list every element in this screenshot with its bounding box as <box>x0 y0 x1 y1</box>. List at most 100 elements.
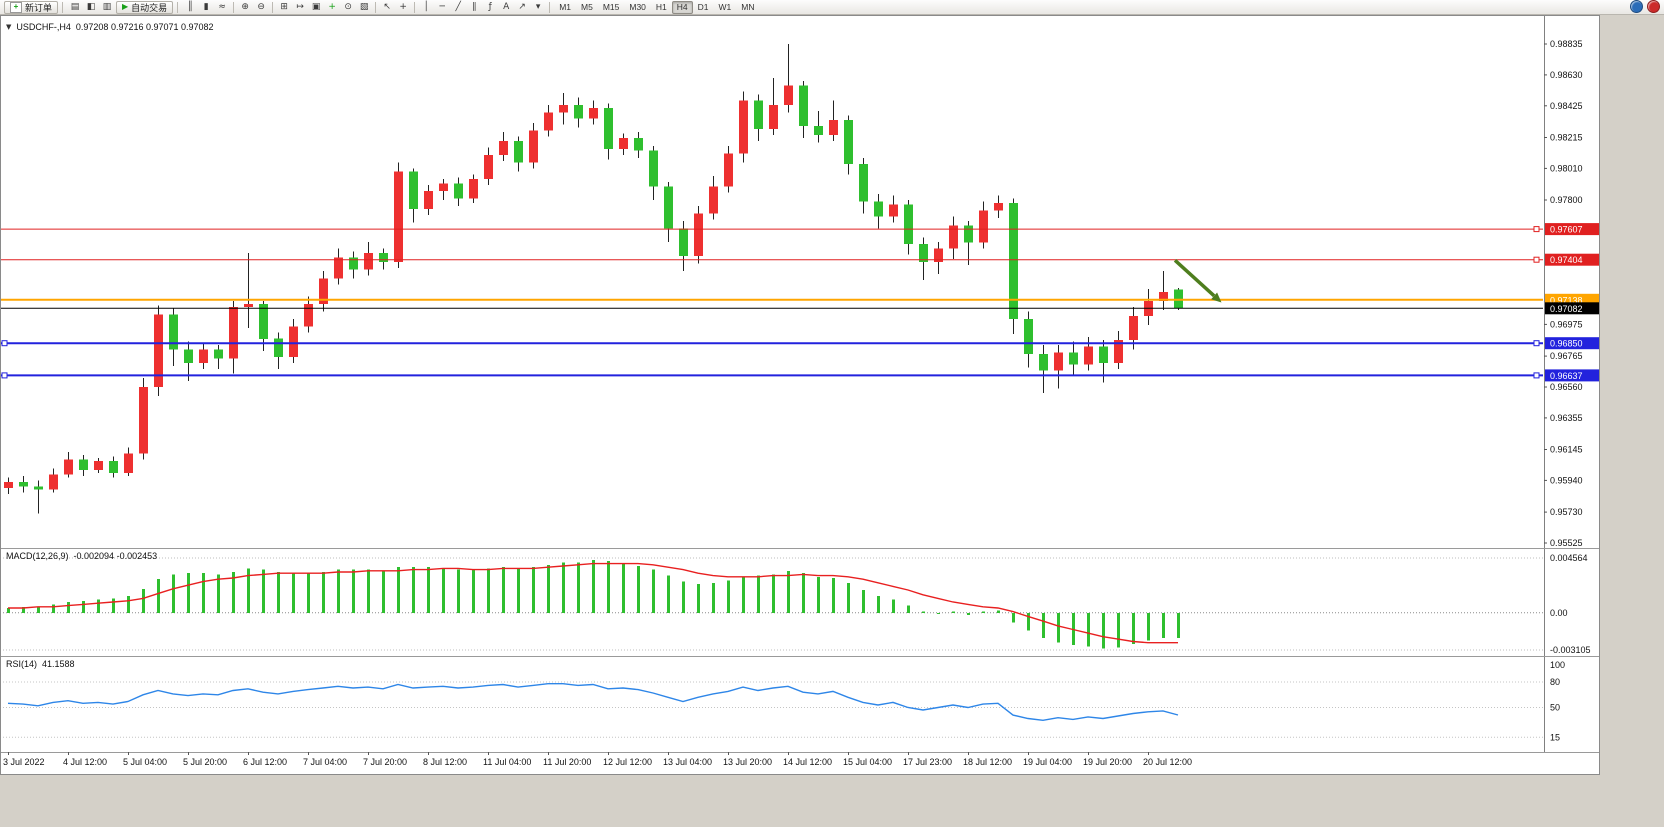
bear-candle <box>679 228 688 256</box>
timeframe-M1[interactable]: M1 <box>554 1 576 14</box>
timeframe-M5[interactable]: M5 <box>576 1 598 14</box>
price-tag-label: 0.97607 <box>1550 225 1583 235</box>
line-handle[interactable] <box>1 372 8 379</box>
cursor-icon[interactable]: ↖ <box>379 1 395 14</box>
toolbar-group: │ ─ ╱ ∥ ƒ A ↗ ▾ <box>418 1 546 14</box>
bear-candle <box>184 349 193 363</box>
bull-candle <box>439 183 448 191</box>
toolbar-separator <box>375 1 377 13</box>
rsi-value: 41.1588 <box>42 659 75 669</box>
bull-candle <box>709 186 718 214</box>
time-label: 11 Jul 20:00 <box>543 757 591 767</box>
chart-ohlc-values: 0.97208 0.97216 0.97071 0.97082 <box>75 22 214 32</box>
bull-candle <box>319 278 328 304</box>
chart-symbol-period: USDCHF-,H4 <box>16 22 71 32</box>
horizontal-line-icon[interactable]: ─ <box>434 1 450 14</box>
bull-candle <box>544 112 553 131</box>
price-tick-label: 0.95730 <box>1550 507 1583 517</box>
line-handle[interactable] <box>1533 256 1540 263</box>
toolbar-icon-groups: ║ ▮ ≈ ⊕ ⊖ ⊞ ↦ ▣ + ⊙ ▧ ↖ + │ ─ ╱ ∥ ƒ A ↗ ▾ <box>182 1 553 14</box>
new-order-button[interactable]: + 新订单 <box>4 0 59 14</box>
vertical-line-icon[interactable]: │ <box>418 1 434 14</box>
bull-candle <box>949 225 958 249</box>
time-label: 6 Jul 12:00 <box>243 757 287 767</box>
time-label: 4 Jul 12:00 <box>63 757 107 767</box>
toolbar-separator <box>414 1 416 13</box>
channel-icon[interactable]: ∥ <box>466 1 482 14</box>
trendline-icon[interactable]: ╱ <box>450 1 466 14</box>
fibonacci-icon[interactable]: ƒ <box>482 1 498 14</box>
zoom-out-icon[interactable]: ⊖ <box>253 1 269 14</box>
price-tick-label: 0.96560 <box>1550 382 1583 392</box>
bear-candle <box>1009 203 1018 320</box>
toolbar-separator <box>549 1 551 13</box>
toolbar-separator <box>62 1 64 13</box>
timeframe-D1[interactable]: D1 <box>693 1 714 14</box>
bull-candle <box>934 248 943 262</box>
time-label: 13 Jul 20:00 <box>723 757 772 767</box>
price-tick-label: 0.95940 <box>1550 475 1583 485</box>
bull-candle <box>469 178 478 199</box>
price-tag-label: 0.97138 <box>1550 295 1583 305</box>
text-icon[interactable]: A <box>498 1 514 14</box>
arrow-annotation[interactable] <box>1173 259 1216 298</box>
line-handle[interactable] <box>1533 340 1540 347</box>
price-tick-label: 0.96355 <box>1550 413 1583 423</box>
bar-chart-icon[interactable]: ║ <box>182 1 198 14</box>
arrow-annotation-head[interactable] <box>1211 292 1222 303</box>
price-tag <box>1545 337 1600 350</box>
bull-candle <box>484 154 493 179</box>
toolbar-standard-group: ▤ ◧ ▥ <box>67 1 115 14</box>
templates-icon[interactable]: ▧ <box>356 1 372 14</box>
timeframe-W1[interactable]: W1 <box>714 1 737 14</box>
dropdown-caret-icon[interactable]: ▾ <box>530 1 546 14</box>
chart-shift-icon[interactable]: ▣ <box>308 1 324 14</box>
price-tick-label: 0.98630 <box>1550 70 1583 80</box>
auto-trading-button[interactable]: ▶ 自动交易 <box>116 0 174 14</box>
timeframe-MN[interactable]: MN <box>736 1 759 14</box>
line-handle[interactable] <box>1533 226 1540 233</box>
chart-canvas[interactable]: 0.98835 0.98630 0.98425 0.98215 0.98010 0.978… <box>0 15 1600 775</box>
candlestick-chart-icon[interactable]: ▮ <box>198 1 214 14</box>
navigator-icon[interactable]: ▥ <box>99 1 115 14</box>
timeframe-H1[interactable]: H1 <box>651 1 672 14</box>
price-tick-label: 0.96145 <box>1550 445 1583 455</box>
one-click-trading-arrow[interactable]: ▼ <box>6 23 12 31</box>
toolbar-separator <box>177 1 179 13</box>
bull-candle <box>784 85 793 106</box>
toolbar-group: ⊕ ⊖ <box>237 1 269 14</box>
timeframe-H4[interactable]: H4 <box>671 0 693 14</box>
line-handle[interactable] <box>1 340 8 347</box>
price-scale-background <box>1544 15 1600 752</box>
bear-candle <box>214 349 223 359</box>
arrows-icon[interactable]: ↗ <box>514 1 530 14</box>
price-tick-label: 0.98010 <box>1550 163 1583 173</box>
line-chart-icon[interactable]: ≈ <box>214 1 230 14</box>
indicators-icon[interactable]: + <box>324 1 340 14</box>
time-label: 19 Jul 04:00 <box>1023 757 1072 767</box>
data-window-icon[interactable]: ◧ <box>83 1 99 14</box>
alerts-icon[interactable] <box>1647 0 1660 13</box>
auto-scroll-icon[interactable]: ↦ <box>292 1 308 14</box>
time-label: 11 Jul 04:00 <box>483 757 531 767</box>
zoom-in-icon[interactable]: ⊕ <box>237 1 253 14</box>
crosshair-icon[interactable]: + <box>395 1 411 14</box>
timeframe-M30[interactable]: M30 <box>624 1 651 14</box>
bear-candle <box>169 314 178 350</box>
timeframe-M15[interactable]: M15 <box>598 1 625 14</box>
bull-candle <box>394 171 403 262</box>
market-watch-icon[interactable]: ▤ <box>67 1 83 14</box>
bear-candle <box>874 201 883 217</box>
time-label: 7 Jul 20:00 <box>363 757 407 767</box>
community-icon[interactable] <box>1630 0 1643 13</box>
window-bottom-margin <box>0 775 1664 827</box>
price-tag-label: 0.96637 <box>1550 371 1583 381</box>
tile-windows-icon[interactable]: ⊞ <box>276 1 292 14</box>
line-handle[interactable] <box>1533 372 1540 379</box>
periods-icon[interactable]: ⊙ <box>340 1 356 14</box>
toolbar-separator <box>272 1 274 13</box>
bull-candle <box>94 460 103 470</box>
rsi-axis-label: 100 <box>1550 660 1565 670</box>
macd-axis-label: 0.004564 <box>1550 553 1588 563</box>
timeframe-toolbar: M1 M5 M15 M30 H1 H4 D1 W1 MN <box>554 0 759 14</box>
